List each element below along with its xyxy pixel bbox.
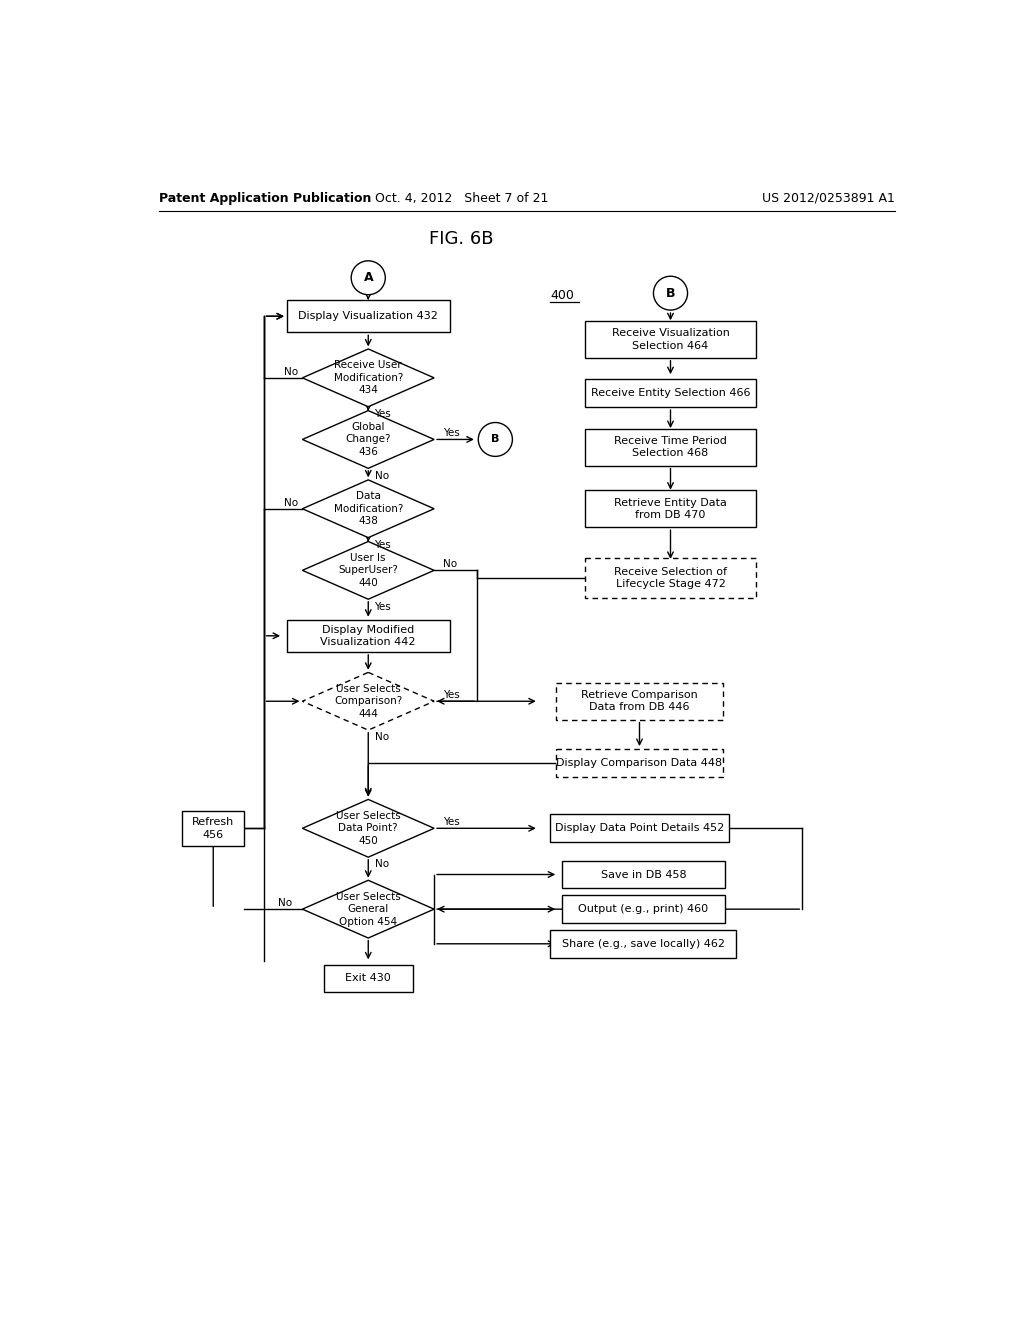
Text: Receive Selection of
Lifecycle Stage 472: Receive Selection of Lifecycle Stage 472 — [614, 566, 727, 589]
Text: 400: 400 — [550, 289, 574, 302]
Text: No: No — [284, 367, 298, 376]
Text: User Selects
Comparison?
444: User Selects Comparison? 444 — [334, 684, 402, 718]
Text: Receive User
Modification?
434: Receive User Modification? 434 — [334, 360, 402, 395]
Text: Global
Change?
436: Global Change? 436 — [345, 422, 391, 457]
Circle shape — [478, 422, 512, 457]
Polygon shape — [302, 800, 434, 857]
Polygon shape — [302, 880, 434, 939]
Text: Yes: Yes — [374, 602, 390, 611]
Text: User Is
SuperUser?
440: User Is SuperUser? 440 — [338, 553, 398, 587]
Text: Save in DB 458: Save in DB 458 — [600, 870, 686, 879]
Text: Oct. 4, 2012   Sheet 7 of 21: Oct. 4, 2012 Sheet 7 of 21 — [375, 191, 548, 205]
Text: Output (e.g., print) 460: Output (e.g., print) 460 — [579, 904, 709, 915]
Text: Display Comparison Data 448: Display Comparison Data 448 — [556, 758, 723, 768]
Text: Yes: Yes — [374, 409, 390, 418]
FancyBboxPatch shape — [287, 300, 450, 333]
Polygon shape — [302, 348, 434, 407]
FancyBboxPatch shape — [586, 429, 756, 466]
Text: Retrieve Entity Data
from DB 470: Retrieve Entity Data from DB 470 — [614, 498, 727, 520]
Text: User Selects
Data Point?
450: User Selects Data Point? 450 — [336, 810, 400, 846]
FancyBboxPatch shape — [550, 814, 729, 842]
Text: Receive Visualization
Selection 464: Receive Visualization Selection 464 — [611, 329, 729, 351]
Text: Data
Modification?
438: Data Modification? 438 — [334, 491, 402, 527]
Text: No: No — [375, 471, 389, 480]
Text: A: A — [364, 271, 373, 284]
FancyBboxPatch shape — [562, 895, 725, 923]
Circle shape — [653, 276, 687, 310]
Polygon shape — [302, 480, 434, 537]
FancyBboxPatch shape — [586, 558, 756, 598]
Text: Display Modified
Visualization 442: Display Modified Visualization 442 — [321, 624, 416, 647]
FancyBboxPatch shape — [562, 861, 725, 888]
Polygon shape — [302, 411, 434, 469]
FancyBboxPatch shape — [550, 929, 736, 958]
FancyBboxPatch shape — [586, 379, 756, 407]
Text: Retrieve Comparison
Data from DB 446: Retrieve Comparison Data from DB 446 — [582, 690, 698, 713]
Text: Yes: Yes — [442, 690, 460, 700]
Text: No: No — [284, 498, 298, 508]
Text: No: No — [375, 733, 389, 742]
FancyBboxPatch shape — [556, 682, 723, 719]
Text: Yes: Yes — [442, 817, 460, 828]
Text: Receive Time Period
Selection 468: Receive Time Period Selection 468 — [614, 436, 727, 458]
Text: Share (e.g., save locally) 462: Share (e.g., save locally) 462 — [562, 939, 725, 949]
Text: Patent Application Publication: Patent Application Publication — [159, 191, 372, 205]
FancyBboxPatch shape — [324, 965, 413, 993]
Text: No: No — [375, 859, 389, 870]
FancyBboxPatch shape — [586, 490, 756, 527]
Polygon shape — [302, 672, 434, 730]
Text: Yes: Yes — [374, 540, 390, 550]
Text: Display Data Point Details 452: Display Data Point Details 452 — [555, 824, 724, 833]
Circle shape — [351, 261, 385, 294]
Text: No: No — [442, 560, 457, 569]
Text: FIG. 6B: FIG. 6B — [429, 230, 494, 248]
Text: No: No — [279, 898, 293, 908]
Text: US 2012/0253891 A1: US 2012/0253891 A1 — [763, 191, 895, 205]
FancyBboxPatch shape — [586, 321, 756, 358]
Polygon shape — [302, 541, 434, 599]
FancyBboxPatch shape — [287, 619, 450, 652]
Text: Receive Entity Selection 466: Receive Entity Selection 466 — [591, 388, 751, 399]
Text: Refresh
456: Refresh 456 — [193, 817, 234, 840]
Text: Yes: Yes — [442, 428, 460, 438]
Text: B: B — [666, 286, 675, 300]
Text: Display Visualization 432: Display Visualization 432 — [298, 312, 438, 321]
Text: Exit 430: Exit 430 — [345, 973, 391, 983]
Text: User Selects
General
Option 454: User Selects General Option 454 — [336, 892, 400, 927]
FancyBboxPatch shape — [182, 810, 245, 846]
Text: B: B — [492, 434, 500, 445]
FancyBboxPatch shape — [556, 748, 723, 776]
